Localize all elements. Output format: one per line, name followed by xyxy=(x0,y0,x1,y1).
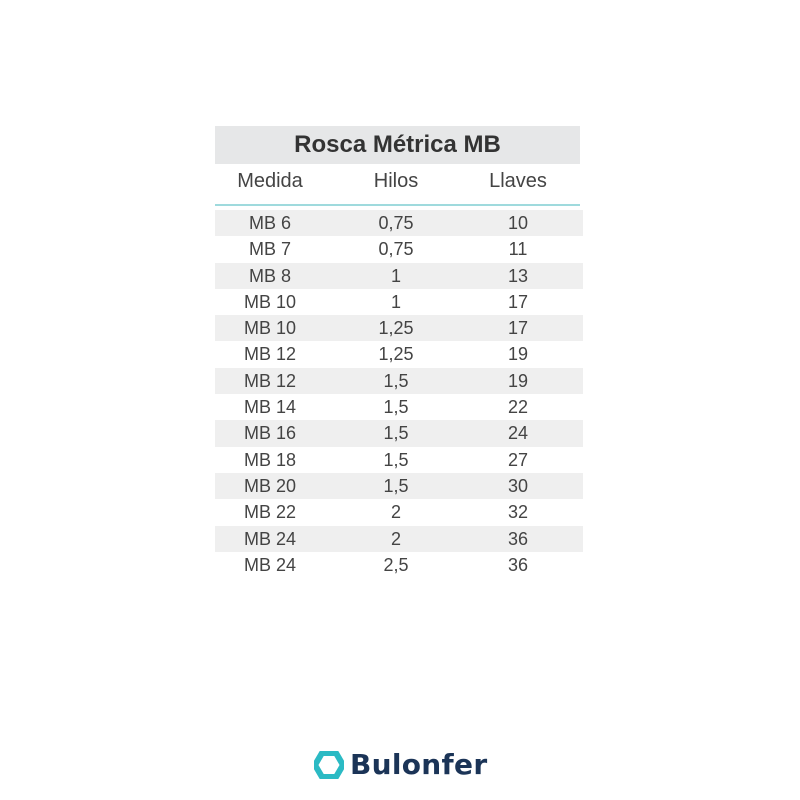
table-row: MB 18 1,5 27 xyxy=(215,447,583,473)
table-row: MB 20 1,5 30 xyxy=(215,472,583,500)
cell-hilos: 1,5 xyxy=(383,423,409,444)
cell-medida: MB 12 xyxy=(243,370,297,391)
cell-llaves: 22 xyxy=(507,397,529,418)
cell-hilos: 1,5 xyxy=(383,397,409,418)
cell-medida: MB 16 xyxy=(243,423,297,444)
table-row: MB 10 1,25 17 xyxy=(215,315,583,342)
table-header: Medida Hilos Llaves xyxy=(215,170,583,202)
cell-medida: MB 6 xyxy=(248,213,291,233)
cell-medida: MB 8 xyxy=(248,265,291,286)
header-medida: Medida xyxy=(237,170,303,192)
cell-hilos: 1,25 xyxy=(378,318,414,339)
table-row: MB 12 1,25 19 xyxy=(215,341,583,367)
cell-hilos: 2 xyxy=(390,528,401,549)
table-row: MB 10 1 17 xyxy=(215,289,583,315)
cell-medida: MB 10 xyxy=(243,318,297,339)
cell-hilos: 1 xyxy=(390,265,401,286)
cell-hilos: 2,5 xyxy=(383,554,409,575)
cell-llaves: 24 xyxy=(507,423,529,444)
cell-llaves: 36 xyxy=(507,554,529,575)
cell-hilos: 1,25 xyxy=(378,344,414,365)
table-row: MB 6 0,75 10 xyxy=(215,210,583,237)
cell-llaves: 27 xyxy=(507,449,529,470)
cell-medida: MB 20 xyxy=(243,475,297,496)
cell-medida: MB 22 xyxy=(243,502,297,523)
cell-medida: MB 14 xyxy=(243,397,297,418)
cell-llaves: 11 xyxy=(508,239,528,260)
table-body: MB 6 0,75 10 MB 7 0,75 11 MB 8 1 13 MB 10 1 17 MB 10… xyxy=(215,210,583,578)
cell-hilos: 0,75 xyxy=(378,213,414,233)
cell-llaves: 13 xyxy=(507,265,529,286)
cell-hilos: 1,5 xyxy=(383,449,409,470)
bulonfer-logo: Bulonfer xyxy=(314,748,487,781)
cell-medida: MB 24 xyxy=(243,528,297,549)
cell-medida: MB 24 xyxy=(243,554,297,575)
table-title: Rosca Métrica MB xyxy=(215,126,580,164)
table-row: MB 8 1 13 xyxy=(215,262,583,289)
cell-llaves: 17 xyxy=(507,318,529,339)
table-row: MB 7 0,75 11 xyxy=(215,236,583,262)
header-divider xyxy=(215,204,580,206)
table-row: MB 22 2 32 xyxy=(215,499,583,525)
table-row: MB 16 1,5 24 xyxy=(215,420,583,447)
header-hilos: Hilos xyxy=(373,170,419,192)
cell-llaves: 10 xyxy=(507,213,529,233)
header-llaves: Llaves xyxy=(489,170,547,192)
cell-llaves: 36 xyxy=(507,528,529,549)
cell-llaves: 32 xyxy=(507,502,529,523)
table-row: MB 24 2 36 xyxy=(215,525,583,552)
table-row: MB 12 1,5 19 xyxy=(215,367,583,395)
cell-llaves: 19 xyxy=(507,370,529,391)
table-row: MB 24 2,5 36 xyxy=(215,552,583,578)
cell-medida: MB 12 xyxy=(243,344,297,365)
cell-medida: MB 10 xyxy=(243,291,297,312)
cell-hilos: 1,5 xyxy=(383,475,409,496)
cell-hilos: 1,5 xyxy=(383,370,409,391)
hexagon-icon xyxy=(314,750,344,779)
cell-hilos: 2 xyxy=(390,502,401,523)
cell-hilos: 1 xyxy=(390,291,401,312)
cell-medida: MB 7 xyxy=(248,239,291,260)
cell-llaves: 19 xyxy=(507,344,529,365)
cell-hilos: 0,75 xyxy=(378,239,414,260)
brand-name: Bulonfer xyxy=(350,748,488,781)
cell-llaves: 30 xyxy=(507,475,529,496)
cell-medida: MB 18 xyxy=(243,449,297,470)
table-row: MB 14 1,5 22 xyxy=(215,394,583,420)
cell-llaves: 17 xyxy=(507,291,529,312)
